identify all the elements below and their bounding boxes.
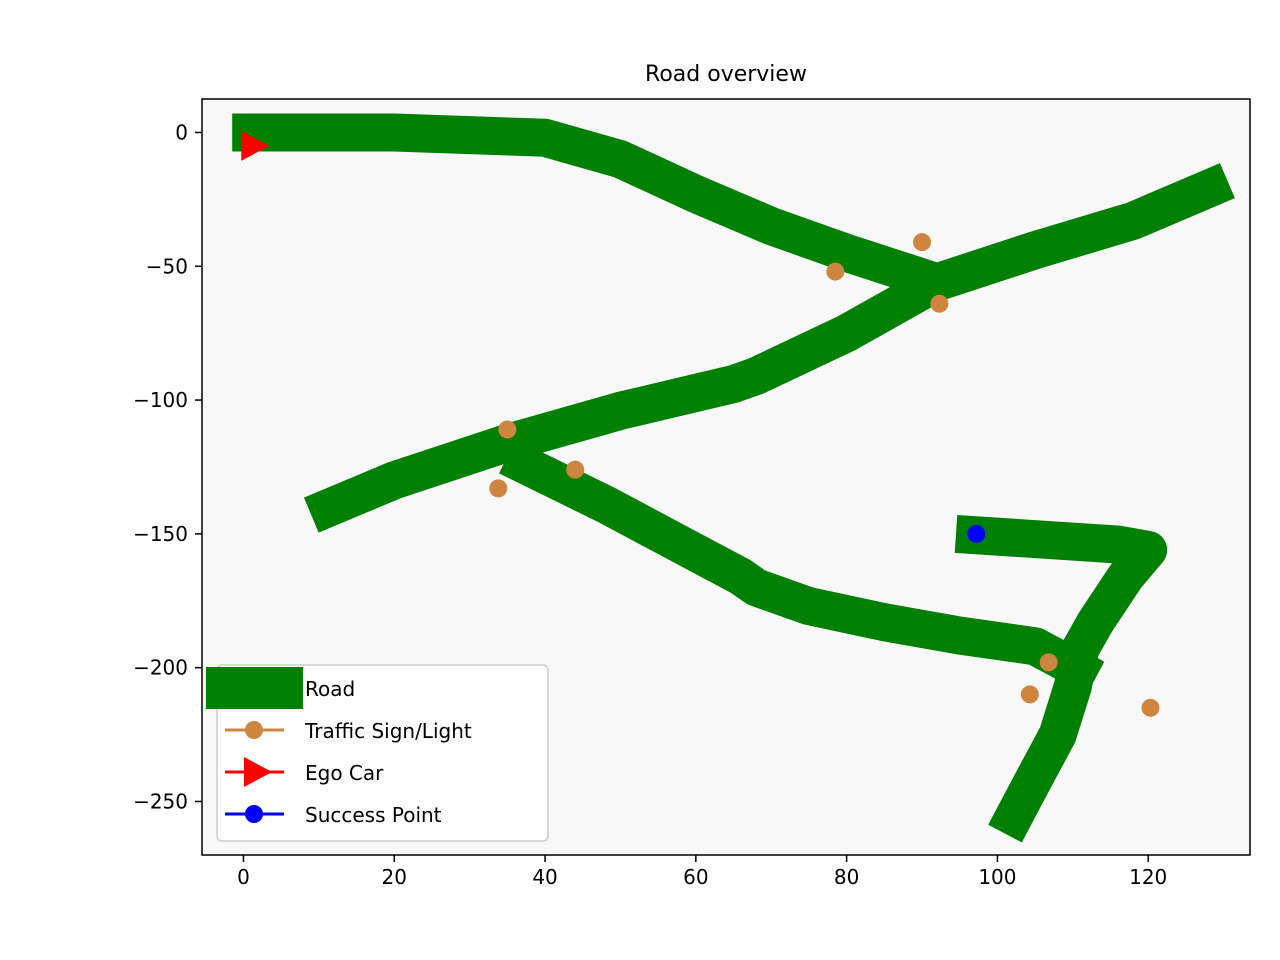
x-tick-label: 0 [237,865,250,889]
traffic-sign-point [566,460,585,479]
traffic-sign-point [1020,685,1039,704]
x-tick-label: 20 [382,865,407,889]
legend-label: Success Point [305,803,442,827]
legend-label: Ego Car [305,761,384,785]
road-segment [954,514,1168,843]
road-layer [232,113,1235,843]
x-tick-label: 40 [532,865,557,889]
x-tick-label: 120 [1129,865,1167,889]
traffic-sign-point [930,294,949,313]
road-segment [499,439,1105,696]
legend-label: Traffic Sign/Light [304,719,472,743]
y-tick-label: −200 [133,656,188,680]
y-tick-label: −50 [146,254,188,278]
x-tick-label: 60 [683,865,708,889]
y-tick-label: −150 [133,522,188,546]
y-tick-label: 0 [175,120,188,144]
legend: Road Traffic Sign/Light Ego Car Success Poi… [206,664,549,842]
x-tick-label: 80 [834,865,859,889]
chart-title: Road overview [645,62,807,87]
y-axis: 0 −50 −100 −150 −200 −250 [133,120,202,813]
traffic-sign-point [913,233,932,252]
traffic-sign-point [489,479,508,498]
y-tick-label: −100 [133,388,188,412]
road-segment [303,163,1235,533]
plot-frame [201,98,1251,856]
legend-success-marker [245,805,263,823]
legend-label: Road [305,677,355,701]
legend-traffic-marker [245,721,263,739]
legend-road-swatch [206,667,303,709]
traffic-sign-point [1039,653,1058,672]
road-segment [232,113,943,301]
marker-layer [241,130,1160,717]
y-tick-label: −250 [133,789,188,813]
traffic-sign-point [498,420,517,439]
legend-ego-marker [244,757,272,787]
traffic-sign-point [1141,698,1160,717]
traffic-sign-point [826,262,845,281]
success-point-marker [967,524,986,543]
ego-car-marker [241,130,270,161]
x-tick-label: 100 [978,865,1016,889]
x-axis: 0 20 40 60 80 100 120 [237,855,1167,889]
